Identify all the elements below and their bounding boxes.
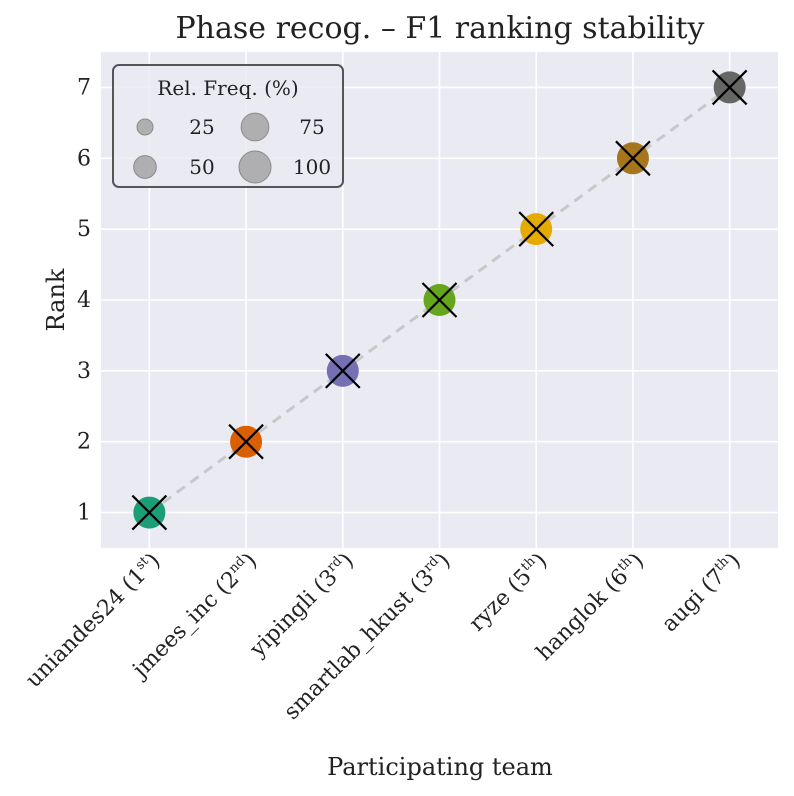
legend-size-marker [133, 155, 157, 179]
x-marker-stroke [711, 69, 748, 106]
x-tick-labels: uniandes24 (1st)jmees_inc (2nd)yipingli … [21, 548, 746, 725]
y-tick-labels: 1 2 3 4 5 6 7 [77, 75, 91, 525]
y-tick-label: 3 [77, 359, 91, 384]
x-tick-label-augi: augi (7th) [657, 548, 746, 637]
data-points [131, 69, 748, 531]
legend-label: 100 [293, 155, 331, 179]
y-tick-label: 7 [77, 75, 91, 100]
x-tick-team-name: yipingli (3 [245, 565, 343, 663]
x-marker-stroke [421, 282, 458, 318]
x-tick-team-name: hanglok (6 [532, 564, 634, 666]
legend-title: Rel. Freq. (%) [157, 76, 298, 100]
x-axis-label: Participating team [327, 753, 553, 781]
x-marker-ryze [518, 211, 554, 247]
y-tick-label: 1 [77, 501, 91, 526]
x-marker-stroke [518, 211, 554, 247]
x-tick-team-name: ryze (5 [465, 564, 537, 636]
legend-size-marker [136, 118, 154, 136]
x-tick-team-name: uniandes24 (1 [21, 563, 151, 693]
x-marker-jmees_inc [228, 423, 264, 460]
legend-size-marker [240, 112, 270, 142]
x-marker-stroke [228, 423, 264, 460]
x-marker-augi [711, 69, 748, 106]
y-tick-label: 4 [77, 288, 91, 313]
x-marker-uniandes24 [131, 494, 168, 531]
x-tick-label-smartlab_hkust: smartlab_hkust (3rd) [279, 548, 456, 725]
y-axis-label: Rank [42, 268, 70, 331]
x-marker-stroke [325, 353, 361, 389]
y-tick-label: 2 [77, 430, 91, 455]
y-tick-label: 5 [77, 217, 91, 242]
x-marker-hanglok [615, 140, 651, 177]
legend-label: 75 [299, 115, 324, 139]
x-marker-yipingli [325, 353, 361, 389]
x-marker-smartlab_hkust [421, 282, 458, 318]
legend-size-marker [238, 150, 272, 184]
chart-title: Phase recog. – F1 ranking stability [176, 11, 705, 46]
legend: Rel. Freq. (%) 25 75 50 100 [112, 64, 344, 188]
x-tick-team-name: augi (7 [657, 564, 730, 637]
y-tick-label: 6 [77, 146, 91, 171]
x-marker-stroke [131, 494, 168, 531]
legend-label: 50 [189, 155, 214, 179]
x-marker-stroke [615, 140, 651, 177]
legend-label: 25 [189, 115, 214, 139]
legend-box [112, 64, 344, 188]
x-tick-label-ryze: ryze (5th) [464, 548, 553, 637]
